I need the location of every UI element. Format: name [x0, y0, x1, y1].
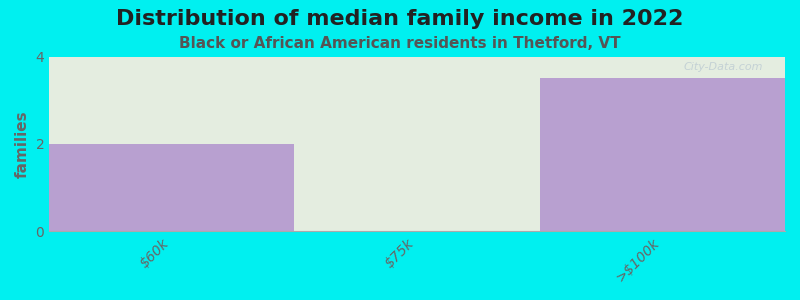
Text: City-Data.com: City-Data.com: [683, 62, 763, 72]
Bar: [540, 78, 785, 231]
Text: Distribution of median family income in 2022: Distribution of median family income in …: [116, 9, 684, 29]
Text: Black or African American residents in Thetford, VT: Black or African American residents in T…: [179, 36, 621, 51]
Bar: [49, 144, 294, 231]
Bar: [294, 56, 540, 231]
Bar: [540, 56, 785, 231]
Y-axis label: families: families: [15, 110, 30, 178]
Bar: [49, 56, 294, 231]
